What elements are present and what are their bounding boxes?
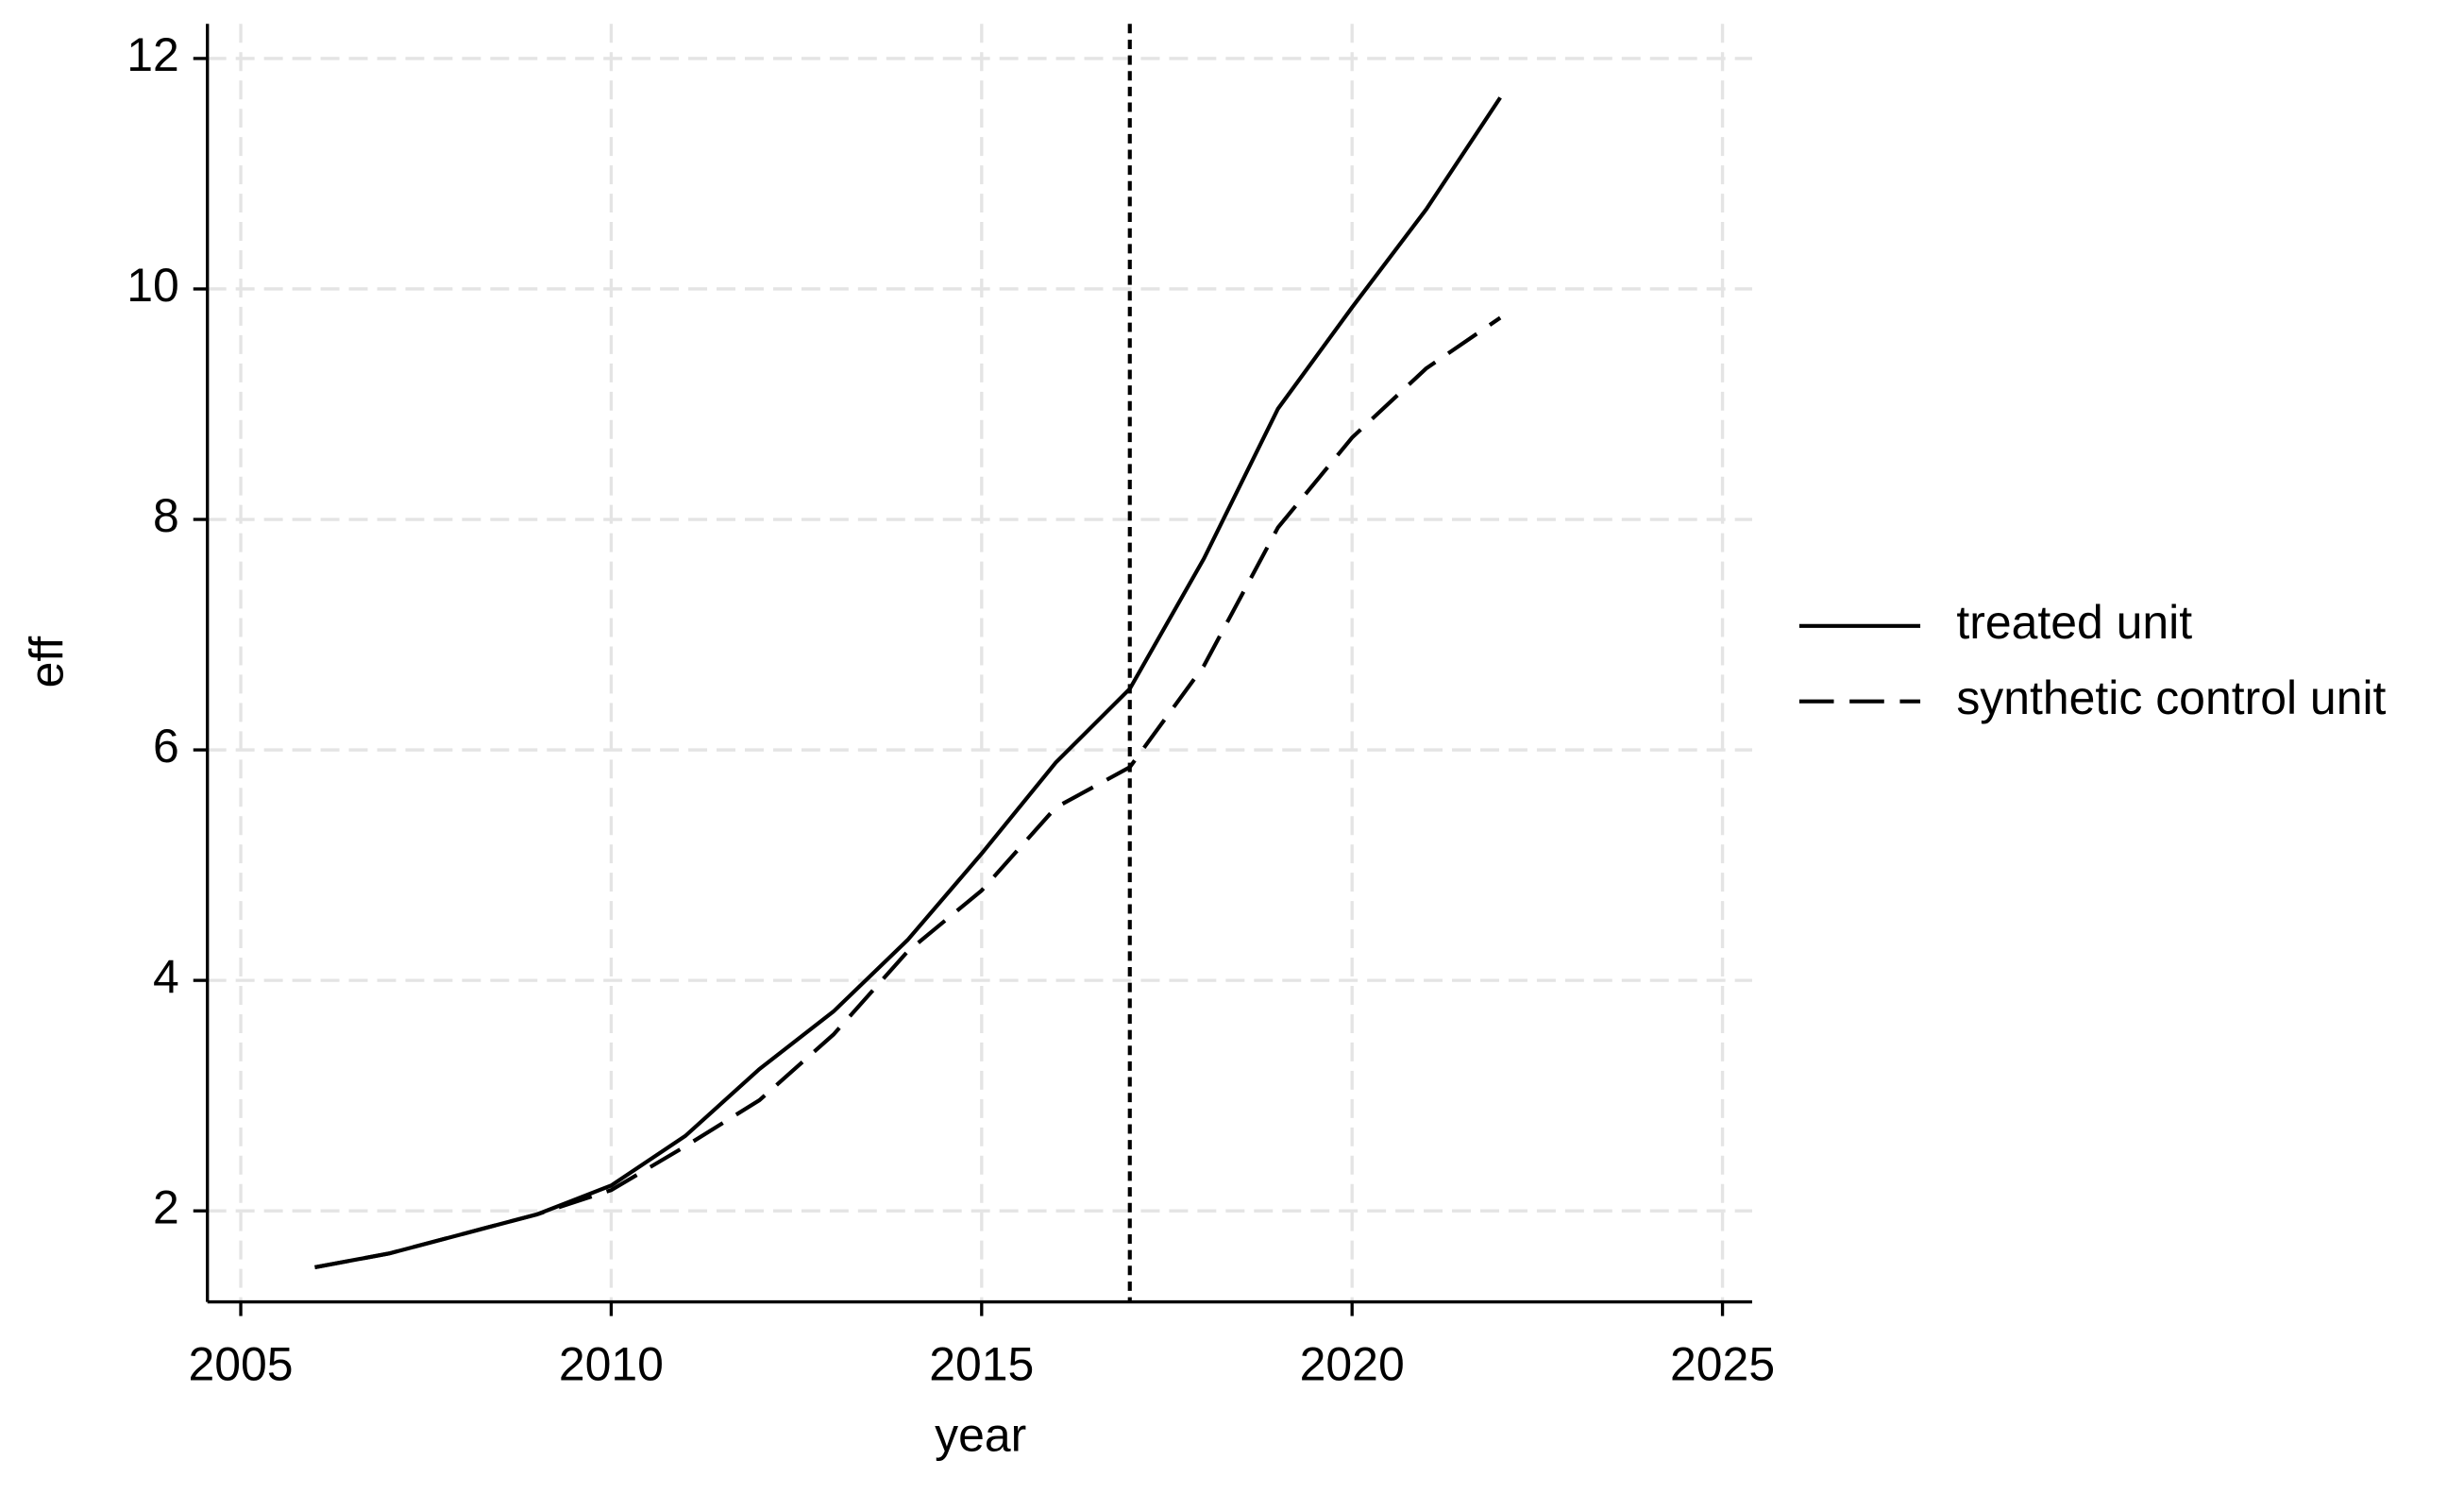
x-axis-title: year <box>935 1409 1026 1462</box>
legend-label: treated unit <box>1956 596 2192 649</box>
y-axis-title: eff <box>20 637 73 688</box>
y-tick-label: 2 <box>153 1180 179 1233</box>
y-tick-label: 4 <box>153 950 179 1003</box>
series-line <box>314 315 1502 1270</box>
y-tick-label: 10 <box>127 259 179 312</box>
x-tick-label: 2020 <box>1300 1338 1405 1391</box>
legend-label: synthetic control unit <box>1956 671 2386 724</box>
y-tick-label: 12 <box>127 28 179 81</box>
x-tick-label: 2015 <box>929 1338 1034 1391</box>
y-tick-label: 8 <box>153 489 179 542</box>
x-tick-label: 2025 <box>1670 1338 1775 1391</box>
y-tick-label: 6 <box>153 720 179 772</box>
x-tick-label: 2010 <box>559 1338 664 1391</box>
x-tick-label: 2005 <box>189 1338 294 1391</box>
